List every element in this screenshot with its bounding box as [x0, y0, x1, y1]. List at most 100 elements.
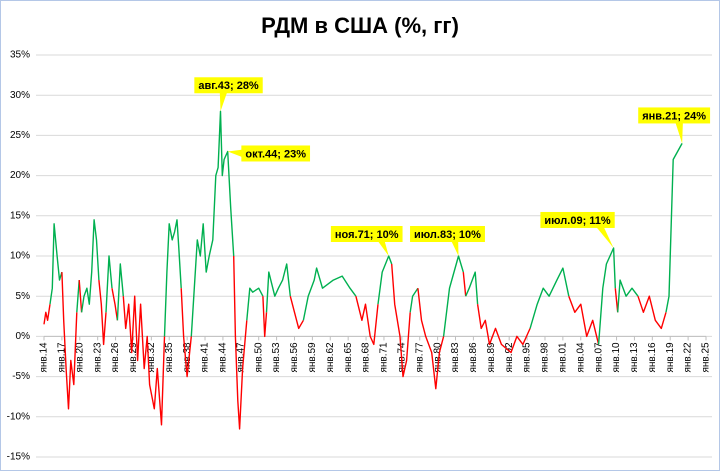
- annotation-box: [194, 77, 263, 94]
- y-tick-label: -5%: [12, 371, 30, 382]
- x-tick-label: янв.38: [182, 342, 193, 373]
- line-segment: [476, 304, 531, 354]
- annotation-box: [241, 145, 311, 162]
- y-tick-label: 15%: [10, 210, 30, 221]
- line-segment: [76, 280, 80, 313]
- x-tick-label: янв.16: [647, 342, 658, 373]
- y-tick-label: -10%: [7, 411, 30, 422]
- line-segment: [302, 267, 357, 321]
- line-segment: [377, 255, 393, 305]
- line-segment: [105, 255, 113, 313]
- x-tick-label: янв.56: [289, 342, 300, 373]
- x-tick-label: янв.14: [39, 342, 50, 373]
- x-tick-label: янв.65: [343, 342, 354, 373]
- line-segment: [529, 267, 570, 329]
- line-segment: [233, 255, 248, 430]
- annotation: авг.43; 28%: [194, 77, 263, 112]
- x-tick-label: янв.13: [629, 342, 640, 373]
- annotation-pointer: [227, 149, 244, 158]
- line-segment: [190, 110, 235, 337]
- x-tick-label: янв.50: [253, 342, 264, 373]
- y-tick-label: 30%: [10, 90, 30, 101]
- x-tick-label: янв.04: [575, 342, 586, 373]
- x-tick-label: янв.59: [307, 342, 318, 373]
- line-segment: [442, 255, 464, 337]
- annotation-label: ноя.71; 10%: [335, 229, 399, 241]
- y-tick-label: -15%: [7, 452, 30, 463]
- x-tick-label: янв.92: [504, 342, 515, 373]
- x-tick-label: янв.26: [110, 342, 121, 373]
- line-segment: [61, 272, 78, 410]
- line-segment: [665, 143, 683, 313]
- line-segment: [262, 296, 268, 338]
- line-segment: [163, 219, 182, 337]
- annotation: ноя.71; 10%: [330, 226, 403, 256]
- x-tick-label: янв.80: [432, 342, 443, 373]
- annotation-box: [330, 226, 403, 242]
- x-tick-label: янв.07: [593, 342, 604, 373]
- x-tick-label: янв.68: [361, 342, 372, 373]
- x-tick-label: янв.62: [325, 342, 336, 373]
- y-tick-label: 35%: [10, 50, 30, 61]
- annotation-box: [410, 226, 485, 242]
- annotation: июл.83; 10%: [410, 226, 485, 256]
- x-tick-label: янв.25: [701, 342, 712, 373]
- x-tick-label: янв.10: [611, 342, 622, 373]
- line-segment: [289, 296, 305, 330]
- annotation-label: июл.09; 11%: [544, 215, 611, 227]
- x-tick-label: янв.71: [379, 342, 390, 373]
- line-segment: [246, 287, 264, 321]
- line-segment: [78, 280, 83, 313]
- x-tick-label: янв.44: [218, 342, 229, 373]
- line-segment: [597, 247, 616, 345]
- x-tick-label: янв.83: [450, 342, 461, 373]
- line-segment: [568, 295, 600, 345]
- x-tick-label: янв.20: [74, 342, 85, 373]
- line-segment: [355, 296, 379, 346]
- annotation: окт.44; 23%: [227, 145, 311, 162]
- x-tick-label: янв.19: [665, 342, 676, 373]
- y-tick-label: 25%: [10, 130, 30, 141]
- line-segment: [180, 288, 192, 378]
- line-segment: [465, 271, 479, 305]
- line-segment: [43, 304, 51, 325]
- chart-title: РДМ в США (%, гг): [261, 13, 459, 38]
- annotation-label: июл.83; 10%: [414, 229, 481, 241]
- x-tick-label: янв.23: [92, 342, 103, 373]
- x-tick-label: янв.77: [414, 342, 425, 373]
- annotation-label: окт.44; 23%: [245, 148, 306, 160]
- line-segment: [265, 263, 291, 313]
- annotation-box: [540, 211, 615, 228]
- annotation: июл.09; 11%: [540, 211, 615, 248]
- line-segment: [417, 288, 445, 390]
- y-tick-label: 20%: [10, 170, 30, 181]
- line-segment: [98, 280, 107, 346]
- y-tick-label: 10%: [10, 251, 30, 262]
- line-segment: [116, 263, 124, 321]
- x-tick-label: янв.32: [146, 342, 157, 373]
- x-tick-label: янв.98: [540, 342, 551, 373]
- x-tick-label: янв.53: [271, 342, 282, 373]
- line-segment: [111, 288, 119, 321]
- x-tick-label: янв.95: [522, 342, 533, 373]
- annotation-label: янв.21; 24%: [642, 110, 706, 122]
- x-tick-label: янв.01: [558, 342, 569, 373]
- line-segment: [122, 295, 166, 426]
- x-tick-label: янв.22: [683, 342, 694, 373]
- line-segment: [409, 287, 419, 313]
- x-tick-label: янв.17: [57, 342, 68, 373]
- line-segment: [80, 219, 100, 313]
- line-segment: [462, 272, 467, 297]
- x-tick-label: янв.89: [486, 342, 497, 373]
- x-tick-label: янв.47: [235, 342, 246, 373]
- line-segment: [49, 223, 63, 305]
- line-segment: [617, 279, 639, 313]
- annotation-label: авг.43; 28%: [198, 80, 259, 92]
- y-tick-label: 5%: [16, 291, 31, 302]
- x-tick-label: янв.41: [200, 342, 211, 373]
- annotation-box: [638, 107, 711, 124]
- x-tick-label: янв.35: [164, 342, 175, 373]
- line-segment: [391, 263, 411, 378]
- x-tick-label: янв.86: [468, 342, 479, 373]
